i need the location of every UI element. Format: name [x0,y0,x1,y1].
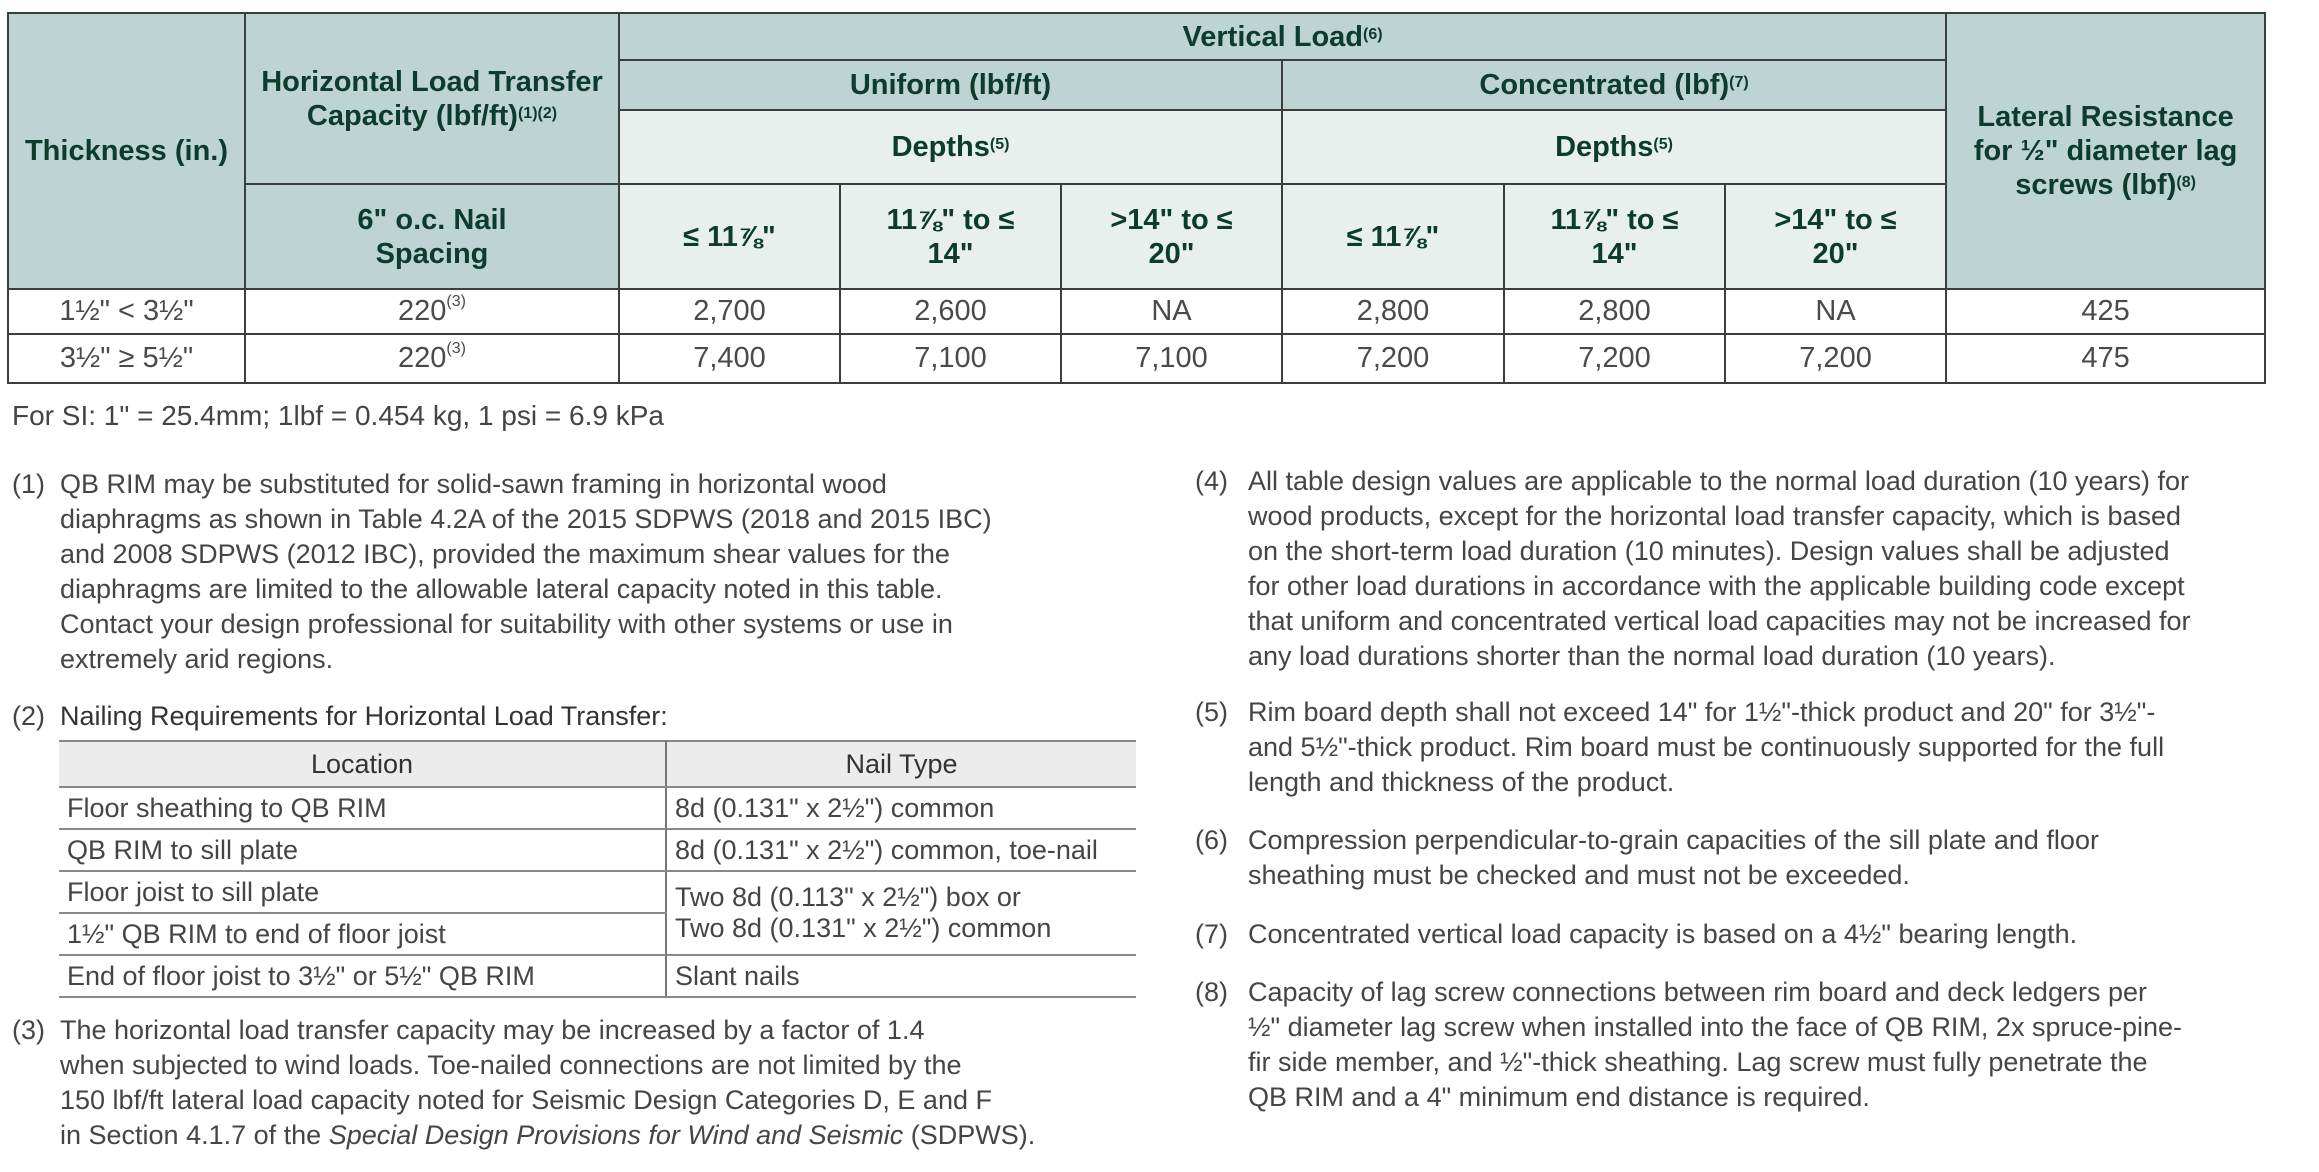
table-row: Floor joist to sill plate Two 8d (0.113"… [59,870,1136,956]
cell-location: Floor sheathing to QB RIM [59,786,667,830]
footnote-text: Compression perpendicular-to-grain capac… [1248,825,2099,890]
header-depth-col: ≤ 11⅞" [1281,183,1505,290]
header-depth-col: >14" to ≤ 20" [1060,183,1283,290]
header-concentrated-depths: Depths(5) [1280,109,1948,185]
table-row: 1½" QB RIM to end of floor joist [59,912,1136,956]
footnote-number: (8) [1195,977,1228,1007]
si-conversion-note: For SI: 1" = 25.4mm; 1lbf = 0.454 kg, 1 … [12,400,664,431]
table-row: 1½" < 3½" 220(3) 2,700 2,600 NA 2,800 2,… [7,288,2267,335]
nailing-requirements-table: Location Nail Type Floor sheathing to QB… [59,740,1136,998]
cell-location: 1½" QB RIM to end of floor joist [59,912,667,956]
cell-value: 2,800 [1281,288,1505,335]
cell-value: 2,800 [1503,288,1726,335]
cell-value: 7,100 [839,333,1062,384]
header-uniform: Uniform (lbf/ft) [618,59,1283,111]
footnote-number: (2) [12,701,45,731]
header-location: Location [59,740,667,788]
table-row: QB RIM to sill plate 8d (0.131" x 2½") c… [59,828,1136,872]
header-uniform-depths: Depths(5) [618,109,1283,185]
footnote-text: All table design values are applicable t… [1248,466,2191,671]
cell-value: NA [1060,288,1283,335]
cell-horizontal: 220(3) [244,288,620,335]
cell-value: 7,100 [1060,333,1283,384]
header-depth-col: >14" to ≤ 20" [1723,183,1948,290]
footnote-text: Concentrated vertical load capacity is b… [1248,919,2078,949]
cell-value: 7,200 [1281,333,1505,384]
cell-thickness: 3½" ≥ 5½" [7,333,246,384]
footnote-number: (6) [1195,825,1228,855]
table-row: Floor sheathing to QB RIM 8d (0.131" x 2… [59,786,1136,830]
footnote-number: (5) [1195,697,1228,727]
header-vertical-load: Vertical Load(6) [617,12,1948,61]
cell-location: QB RIM to sill plate [59,828,667,872]
table-row: 3½" ≥ 5½" 220(3) 7,400 7,100 7,100 7,200… [7,333,2267,384]
cell-nail-type: Slant nails [666,954,1136,998]
cell-value: 7,200 [1723,333,1948,384]
cell-lateral: 475 [1945,333,2267,384]
cell-nail-type: 8d (0.131" x 2½") common, toe-nail [666,828,1136,872]
header-nail-spacing: 6" o.c. Nail Spacing [244,183,620,290]
cell-horizontal: 220(3) [244,333,620,384]
cell-nail-type: 8d (0.131" x 2½") common [666,786,1136,830]
cell-value: 7,200 [1503,333,1726,384]
rim-board-capacity-table: Thickness (in.) Horizontal Load Transfer… [7,12,2267,384]
footnote-number: (4) [1195,466,1228,496]
footnote-title: Nailing Requirements for Horizontal Load… [60,701,668,731]
footnote-text: QB RIM may be substituted for solid-sawn… [60,469,992,674]
table-row: End of floor joist to 3½" or 5½" QB RIM … [59,954,1136,998]
header-concentrated: Concentrated (lbf)(7) [1280,59,1948,111]
header-depth-col: 11⅞" to ≤ 14" [839,183,1062,290]
footnote-text: Rim board depth shall not exceed 14" for… [1248,697,2165,797]
header-depth-col: ≤ 11⅞" [618,183,841,290]
header-lateral-resistance: Lateral Resistance for ½" diameter lag s… [1945,12,2267,290]
cell-nail-type: Two 8d (0.113" x 2½") box or Two 8d (0.13… [666,870,1136,956]
footnote-number: (3) [12,1015,45,1045]
footnote-text: Capacity of lag screw connections betwee… [1248,977,2183,1112]
cell-location: Floor joist to sill plate [59,870,667,914]
header-nail-type: Nail Type [666,740,1136,788]
cell-thickness: 1½" < 3½" [7,288,246,335]
cell-value: 2,700 [618,288,841,335]
header-horizontal-load: Horizontal Load Transfer Capacity (lbf/f… [244,12,620,185]
header-depth-col: 11⅞" to ≤ 14" [1503,183,1726,290]
footnote-text: The horizontal load transfer capacity ma… [60,1015,1036,1150]
cell-lateral: 425 [1945,288,2267,335]
cell-value: NA [1723,288,1948,335]
footnote-number: (7) [1195,919,1228,949]
footnote-number: (1) [12,469,45,499]
cell-value: 7,400 [618,333,841,384]
header-thickness: Thickness (in.) [7,12,246,290]
cell-value: 2,600 [839,288,1062,335]
cell-location: End of floor joist to 3½" or 5½" QB RIM [59,954,667,998]
